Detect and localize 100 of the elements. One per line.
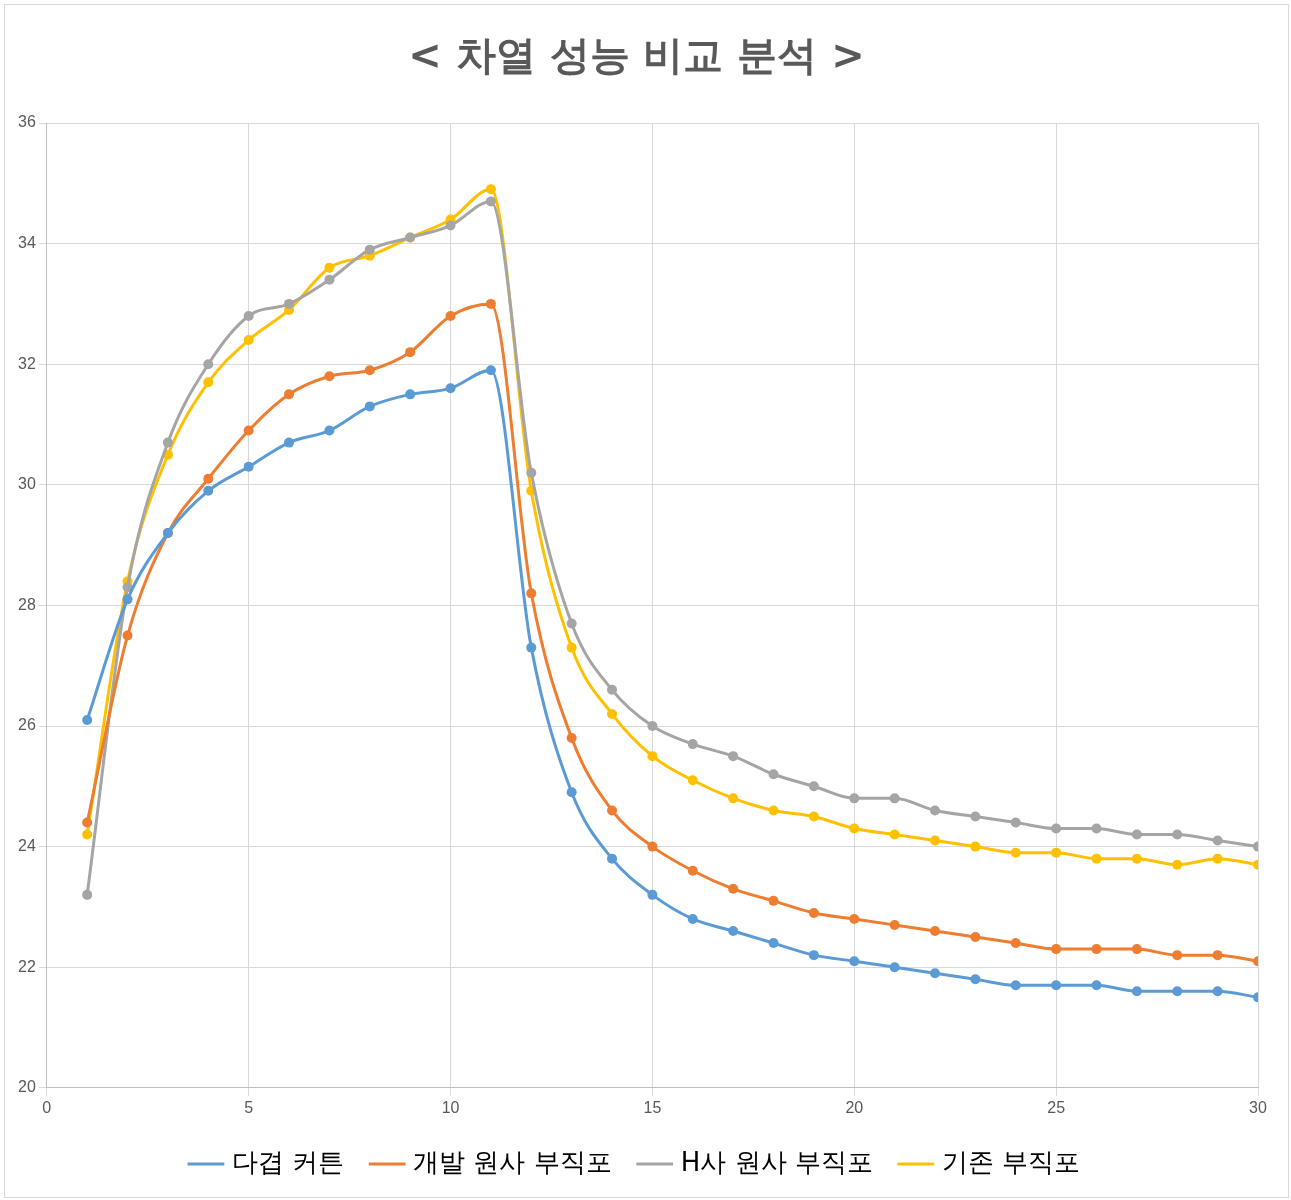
point — [1131, 986, 1142, 997]
y-tick-label: 30 — [18, 475, 36, 493]
point — [970, 841, 981, 852]
point — [324, 425, 335, 436]
point — [1172, 950, 1183, 961]
x-tick-label: 0 — [42, 1098, 52, 1116]
point — [687, 865, 698, 876]
y-tick-label: 36 — [18, 113, 36, 131]
point — [1051, 980, 1062, 991]
point — [849, 956, 860, 967]
point — [1051, 847, 1062, 858]
point — [687, 739, 698, 750]
point — [1131, 853, 1142, 864]
point — [82, 889, 93, 900]
point — [930, 805, 941, 816]
point — [566, 618, 577, 629]
point — [607, 708, 618, 719]
point — [364, 401, 375, 412]
y-tick-label: 20 — [18, 1078, 36, 1096]
point — [728, 883, 739, 894]
point — [1172, 986, 1183, 997]
point — [607, 684, 618, 695]
point — [808, 950, 819, 961]
point — [485, 365, 496, 376]
point — [1010, 847, 1021, 858]
point — [768, 769, 779, 780]
point — [687, 775, 698, 786]
point — [1091, 823, 1102, 834]
point — [1212, 950, 1223, 961]
point — [1091, 853, 1102, 864]
point — [889, 919, 900, 930]
point — [405, 347, 416, 358]
point — [364, 244, 375, 255]
point — [243, 461, 254, 472]
point — [162, 437, 173, 448]
point — [1091, 944, 1102, 955]
point — [243, 310, 254, 321]
y-tick-label: 34 — [18, 234, 36, 252]
y-tick-label: 28 — [18, 595, 36, 613]
point — [1212, 986, 1223, 997]
point — [889, 793, 900, 804]
y-tick-label: 22 — [18, 957, 36, 975]
x-tick-label: 30 — [1249, 1098, 1267, 1116]
point — [203, 359, 214, 370]
point — [203, 377, 214, 388]
point — [728, 793, 739, 804]
point — [405, 389, 416, 400]
point — [1051, 944, 1062, 955]
point — [1212, 835, 1223, 846]
point — [566, 733, 577, 744]
point — [970, 811, 981, 822]
point — [768, 805, 779, 816]
point — [122, 594, 133, 605]
point — [970, 974, 981, 985]
point — [808, 781, 819, 792]
point — [243, 425, 254, 436]
point — [889, 962, 900, 973]
point — [526, 642, 537, 653]
point — [485, 184, 496, 195]
point — [324, 262, 335, 273]
point — [1172, 859, 1183, 870]
point — [1010, 980, 1021, 991]
x-tick-label: 15 — [643, 1098, 662, 1116]
point — [203, 473, 214, 484]
point — [647, 751, 658, 762]
x-tick-label: 25 — [1047, 1098, 1066, 1116]
point — [647, 721, 658, 731]
point — [1010, 817, 1021, 828]
y-tick-label: 32 — [18, 354, 36, 372]
point — [284, 298, 295, 309]
point — [122, 630, 133, 641]
point — [324, 371, 335, 382]
point — [445, 383, 456, 394]
point — [485, 196, 496, 207]
point — [849, 913, 860, 924]
point — [849, 793, 860, 804]
point — [445, 310, 456, 321]
x-tick-label: 10 — [441, 1098, 460, 1116]
point — [647, 841, 658, 852]
point — [1212, 853, 1223, 864]
point — [728, 751, 739, 762]
legend-label: 다겹 커튼 — [231, 1146, 345, 1177]
point — [1131, 829, 1142, 840]
point — [566, 787, 577, 798]
point — [687, 913, 698, 924]
point — [728, 926, 739, 937]
point — [1051, 823, 1062, 834]
point — [1010, 938, 1021, 949]
point — [82, 817, 93, 828]
chart-title: < 차열 성능 비교 분석 > — [408, 32, 865, 79]
point — [485, 298, 496, 309]
point — [284, 437, 295, 448]
point — [324, 274, 335, 285]
y-tick-label: 24 — [18, 837, 36, 855]
x-tick-label: 20 — [845, 1098, 864, 1116]
point — [1131, 944, 1142, 955]
point — [808, 907, 819, 918]
point — [243, 335, 254, 346]
x-tick-label: 5 — [244, 1098, 254, 1116]
legend-label: 기존 부직포 — [941, 1146, 1081, 1177]
